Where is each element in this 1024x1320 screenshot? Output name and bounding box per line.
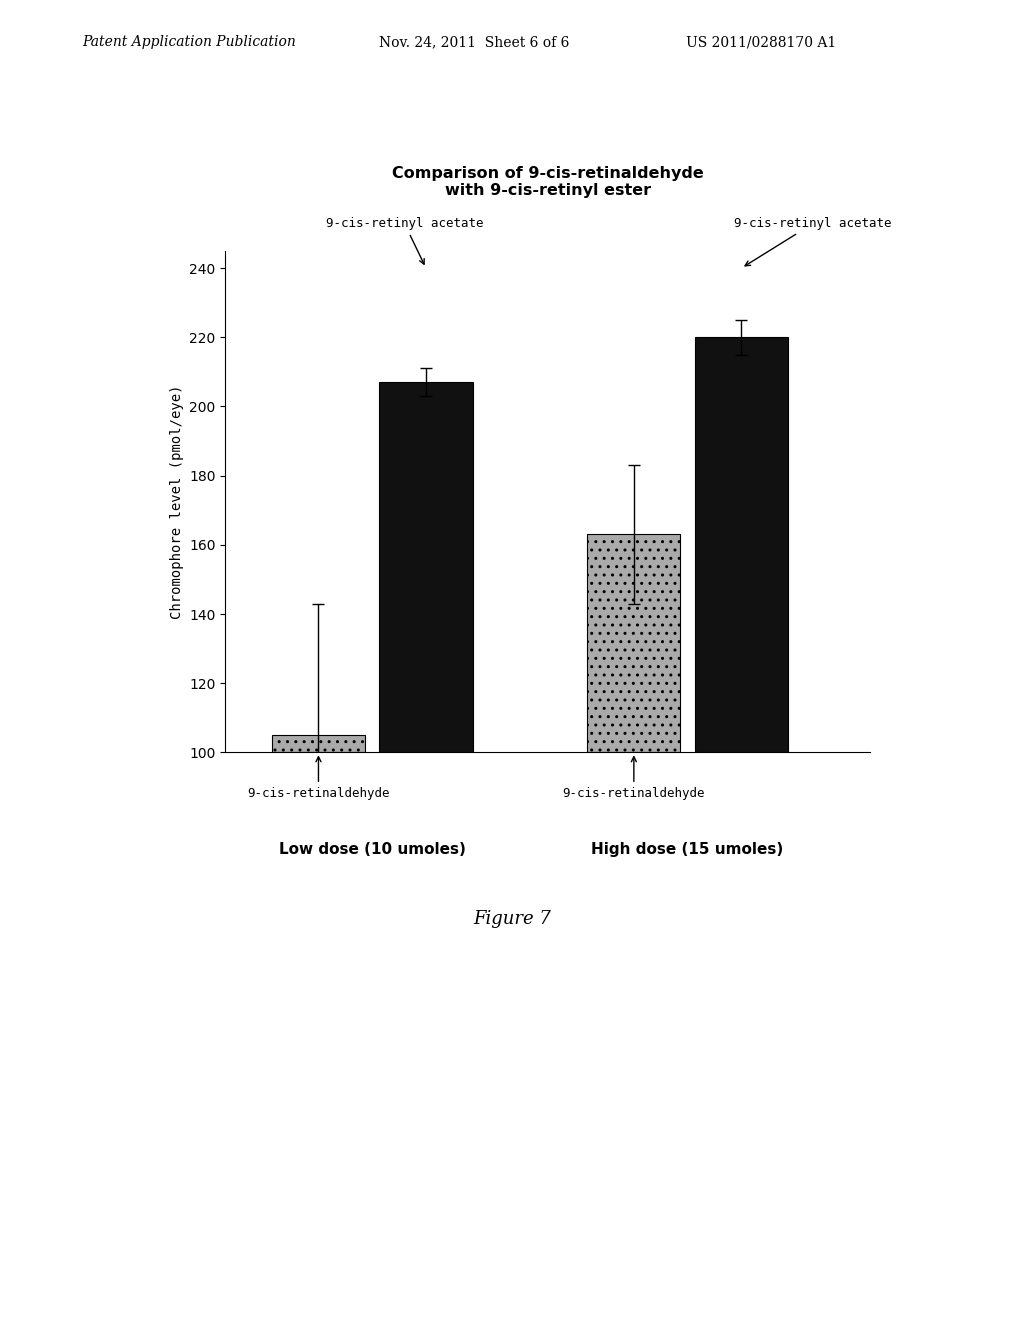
Text: US 2011/0288170 A1: US 2011/0288170 A1 [686, 36, 837, 49]
Text: 9-cis-retinyl acetate: 9-cis-retinyl acetate [326, 216, 483, 264]
Text: High dose (15 umoles): High dose (15 umoles) [592, 842, 783, 858]
Text: Figure 7: Figure 7 [473, 909, 551, 928]
Bar [272, 735, 366, 752]
Y-axis label: Chromophore level (pmol/eye): Chromophore level (pmol/eye) [170, 384, 183, 619]
Text: Patent Application Publication: Patent Application Publication [82, 36, 296, 49]
Text: 9-cis-retinaldehyde: 9-cis-retinaldehyde [247, 756, 390, 800]
Text: 9-cis-retinyl acetate: 9-cis-retinyl acetate [734, 216, 892, 265]
Text: Low dose (10 umoles): Low dose (10 umoles) [279, 842, 466, 858]
Text: 9-cis-retinaldehyde: 9-cis-retinaldehyde [562, 756, 706, 800]
Bar [588, 535, 680, 752]
Text: Nov. 24, 2011  Sheet 6 of 6: Nov. 24, 2011 Sheet 6 of 6 [379, 36, 569, 49]
Bar [380, 383, 473, 752]
Bar [695, 338, 788, 752]
Title: Comparison of 9-cis-retinaldehyde
with 9-cis-retinyl ester: Comparison of 9-cis-retinaldehyde with 9… [392, 166, 703, 198]
